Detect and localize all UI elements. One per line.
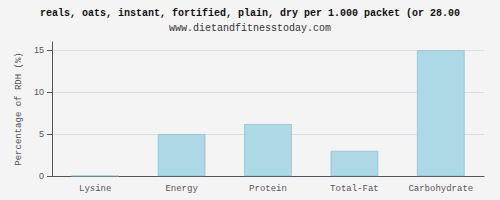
svg-text:Total-Fat: Total-Fat bbox=[330, 184, 379, 194]
svg-text:Lysine: Lysine bbox=[79, 184, 111, 194]
svg-text:Protein: Protein bbox=[249, 184, 287, 194]
svg-text:15: 15 bbox=[34, 45, 44, 55]
svg-text:reals, oats, instant, fortifie: reals, oats, instant, fortified, plain, … bbox=[40, 8, 460, 19]
svg-text:10: 10 bbox=[34, 87, 44, 97]
svg-text:5: 5 bbox=[39, 129, 44, 139]
svg-text:Percentage of RDH (%): Percentage of RDH (%) bbox=[14, 52, 24, 165]
svg-text:Carbohydrate: Carbohydrate bbox=[408, 184, 473, 194]
svg-text:Energy: Energy bbox=[165, 184, 198, 194]
svg-text:0: 0 bbox=[39, 171, 44, 181]
svg-text:www.dietandfitnesstoday.com: www.dietandfitnesstoday.com bbox=[169, 23, 331, 34]
